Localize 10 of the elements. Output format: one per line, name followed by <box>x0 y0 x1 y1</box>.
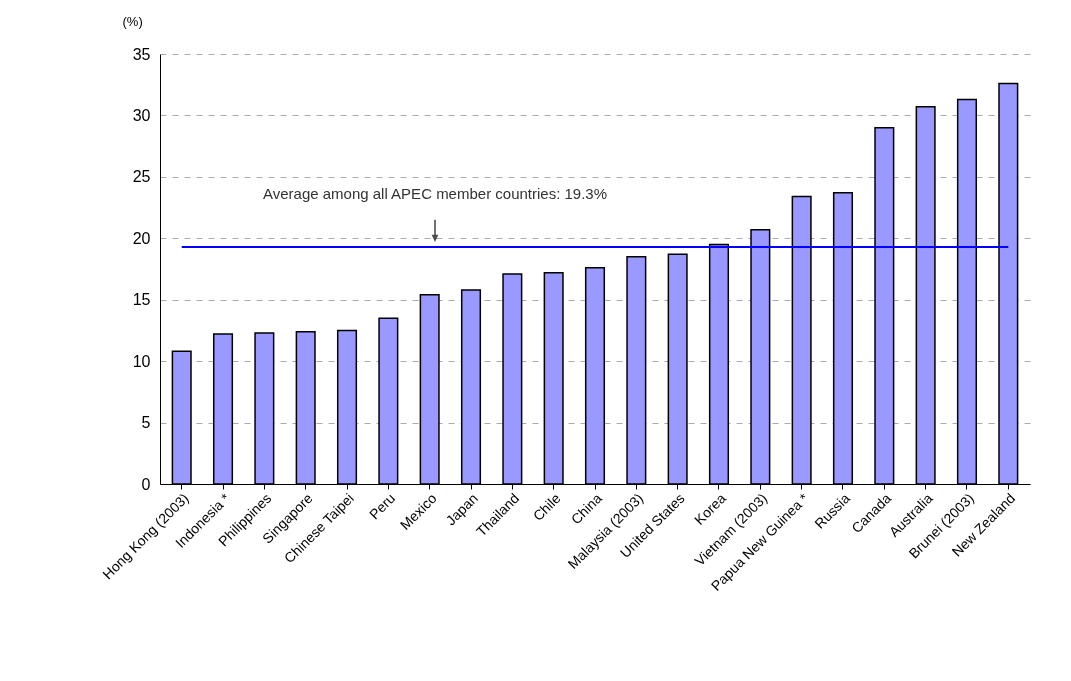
annotation: Average among all APEC member countries: 19.3% <box>262 184 608 202</box>
y-tick-label: 15 <box>132 291 151 309</box>
y-tick-label: 5 <box>141 414 151 432</box>
y-axis-title: (%) <box>122 13 143 29</box>
y-tick-label: 20 <box>132 229 151 247</box>
y-tick-label: 35 <box>132 45 151 63</box>
y-tick-label: 25 <box>132 168 151 186</box>
y-tick-label: 0 <box>141 475 151 493</box>
y-tick-label: 10 <box>132 352 151 370</box>
y-tick-label: 30 <box>132 106 151 124</box>
